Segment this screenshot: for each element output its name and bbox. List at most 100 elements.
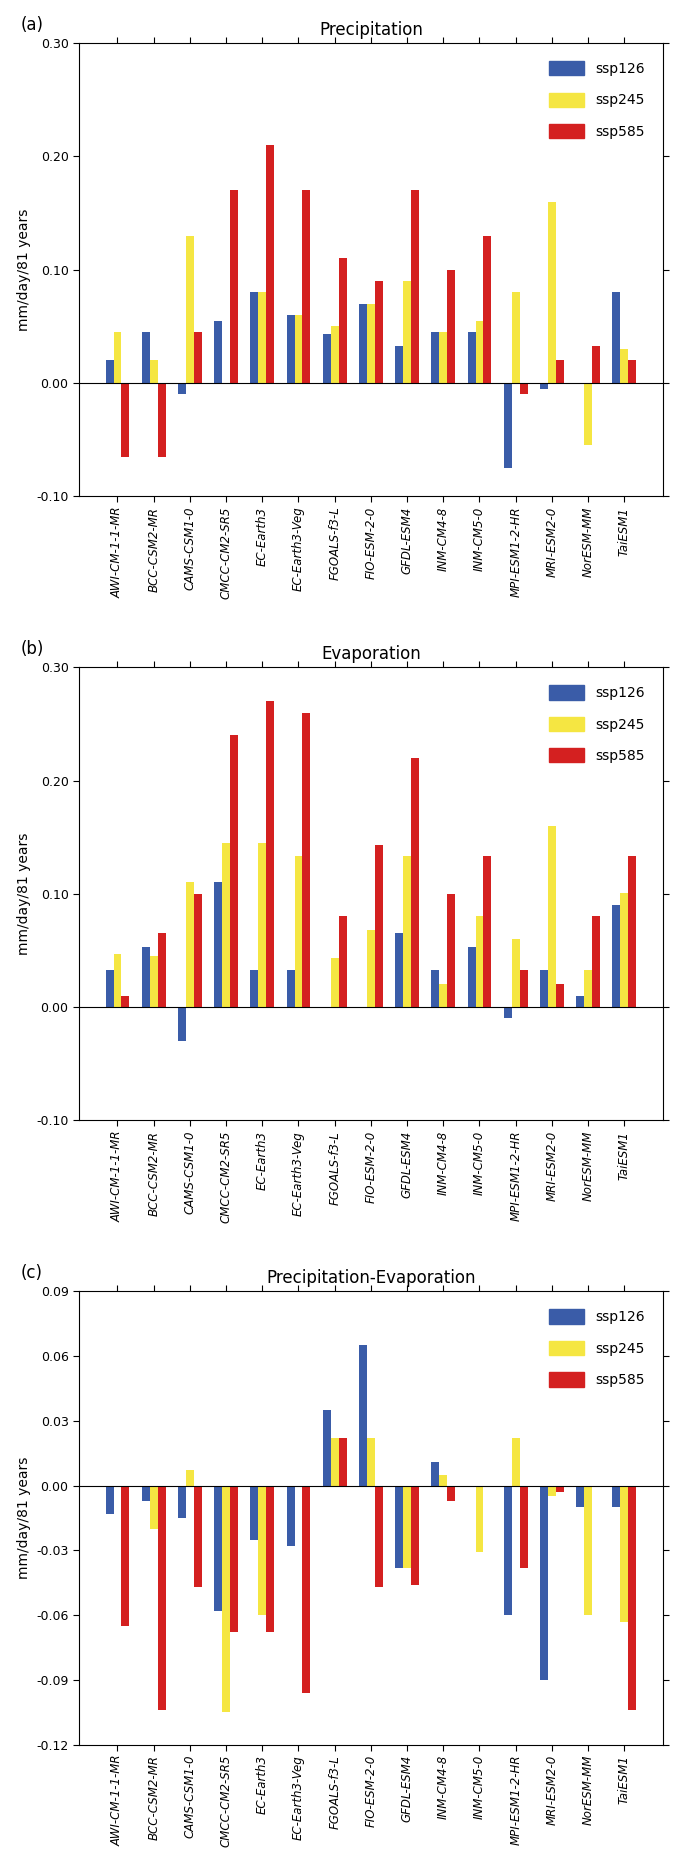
Title: Precipitation-Evaporation: Precipitation-Evaporation [266,1269,475,1286]
Bar [621,1486,628,1622]
Text: (c): (c) [21,1264,42,1282]
Bar [432,969,439,1007]
Bar [295,315,303,382]
Bar [628,1486,636,1709]
Bar [178,382,186,395]
Bar [250,1486,258,1540]
Bar [105,969,114,1007]
Bar [447,270,456,382]
Bar [475,917,484,1007]
Bar [612,1486,621,1508]
Bar [214,882,222,1007]
Bar [520,382,527,395]
Bar [150,1486,158,1528]
Bar [142,332,150,382]
Bar [178,1007,186,1042]
Legend: ssp126, ssp245, ssp585: ssp126, ssp245, ssp585 [538,675,656,774]
Bar [512,1439,520,1486]
Bar [540,969,548,1007]
Bar [230,1486,238,1633]
Bar [411,1486,419,1584]
Bar [403,856,411,1007]
Bar [121,382,129,457]
Bar [375,844,383,1007]
Bar [303,1486,310,1693]
Bar [331,1439,338,1486]
Title: Evaporation: Evaporation [321,645,421,664]
Bar [158,934,166,1007]
Bar [432,1461,439,1486]
Bar [286,969,295,1007]
Bar [548,826,556,1007]
Bar [468,947,475,1007]
Bar [214,1486,222,1610]
Bar [439,984,447,1007]
Bar [186,235,194,382]
Bar [303,190,310,382]
Bar [286,1486,295,1545]
Bar [556,360,564,382]
Bar [395,1486,403,1568]
Bar [540,1486,548,1679]
Bar [367,1439,375,1486]
Bar [230,734,238,1007]
Y-axis label: mm/day/81 years: mm/day/81 years [16,833,31,954]
Bar [439,332,447,382]
Bar [432,332,439,382]
Bar [258,293,266,382]
Bar [105,360,114,382]
Bar [250,293,258,382]
Bar [540,382,548,390]
Bar [194,1486,202,1586]
Bar [548,201,556,382]
Bar [150,956,158,1007]
Bar [403,281,411,382]
Bar [447,1486,456,1501]
Bar [194,895,202,1007]
Bar [303,712,310,1007]
Y-axis label: mm/day/81 years: mm/day/81 years [16,1458,31,1579]
Bar [338,917,347,1007]
Text: (a): (a) [21,17,44,34]
Bar [338,259,347,382]
Bar [286,315,295,382]
Title: Precipitation: Precipitation [319,21,423,39]
Bar [222,1486,230,1713]
Bar [121,995,129,1007]
Bar [503,382,512,468]
Bar [105,1486,114,1514]
Bar [142,947,150,1007]
Bar [121,1486,129,1625]
Bar [520,969,527,1007]
Bar [367,930,375,1007]
Bar [331,958,338,1007]
Bar [447,895,456,1007]
Bar [612,906,621,1007]
Bar [411,190,419,382]
Bar [628,856,636,1007]
Bar [621,893,628,1007]
Bar [331,326,338,382]
Bar [375,1486,383,1586]
Bar [411,759,419,1007]
Bar [178,1486,186,1517]
Bar [266,145,274,382]
Bar [395,934,403,1007]
Bar [338,1439,347,1486]
Bar [359,1346,367,1486]
Bar [520,1486,527,1568]
Bar [395,345,403,382]
Bar [222,843,230,1007]
Bar [114,954,121,1007]
Bar [592,917,600,1007]
Bar [584,969,592,1007]
Bar [484,235,491,382]
Bar [194,332,202,382]
Bar [468,332,475,382]
Bar [556,1486,564,1491]
Bar [295,856,303,1007]
Bar [576,995,584,1007]
Bar [576,1486,584,1508]
Bar [230,190,238,382]
Bar [150,360,158,382]
